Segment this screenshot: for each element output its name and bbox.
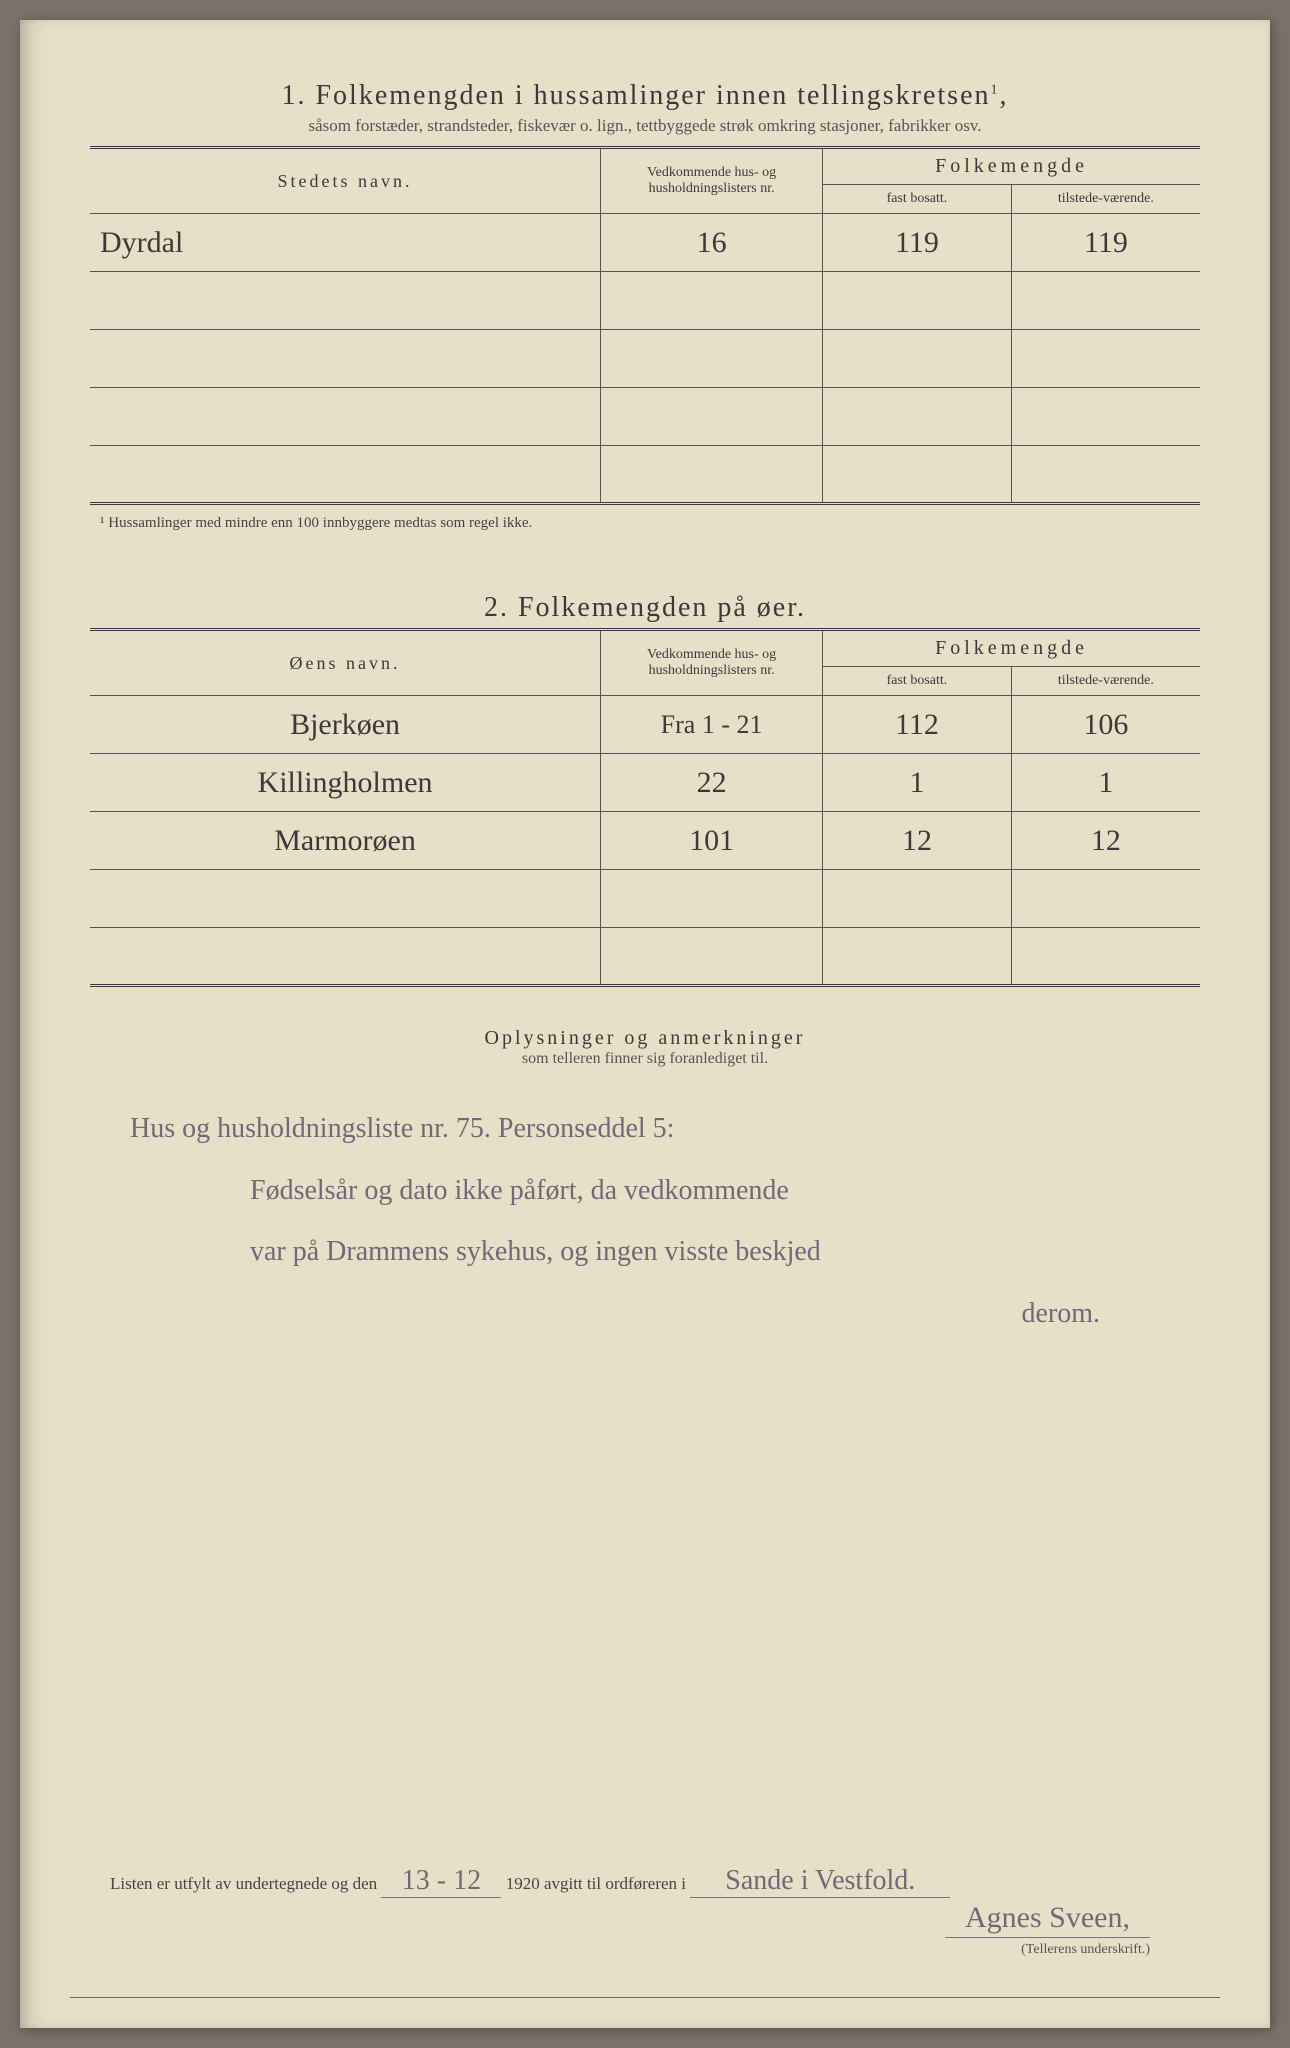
notes-body: Hus og husholdningsliste nr. 75. Persons… xyxy=(90,1088,1200,1388)
notes-title: Oplysninger og anmerkninger xyxy=(90,1027,1200,1050)
cell-fast: 1 xyxy=(823,754,1012,812)
cell-til: 119 xyxy=(1011,214,1200,272)
section1-title-text: Folkemengden i hussamlinger innen tellin… xyxy=(315,80,990,111)
signoff-row: Listen er utfylt av undertegnede og den … xyxy=(110,1865,1180,1898)
table-row xyxy=(90,870,1200,928)
table-row xyxy=(90,446,1200,504)
cell-name: Bjerkøen xyxy=(90,696,601,754)
col-til-header: tilstede-værende. xyxy=(1011,667,1200,696)
signature-name: Agnes Sveen, xyxy=(945,1901,1150,1938)
col-folkemengde-header: Folkemengde xyxy=(823,631,1200,667)
cell-name: Dyrdal xyxy=(90,214,601,272)
section2-table: Øens navn. Vedkommende hus- og husholdni… xyxy=(90,631,1200,987)
notes-line: Fødselsår og dato ikke påført, da vedkom… xyxy=(130,1160,1160,1222)
table-row xyxy=(90,928,1200,986)
divider xyxy=(70,1997,1220,1998)
cell-hus: Fra 1 - 21 xyxy=(601,696,823,754)
cell-fast: 119 xyxy=(823,214,1012,272)
notes-subtitle: som telleren finner sig foranlediget til… xyxy=(90,1050,1200,1068)
section2-title: 2. Folkemengden på øer. xyxy=(90,592,1200,624)
col-name-header: Øens navn. xyxy=(90,631,601,696)
signoff-date: 13 - 12 xyxy=(381,1865,501,1898)
notes-line: var på Drammens sykehus, og ingen visste… xyxy=(130,1221,1160,1283)
col-name-header: Stedets navn. xyxy=(90,149,601,214)
notes-line: Hus og husholdningsliste nr. 75. Persons… xyxy=(130,1098,1160,1160)
section1-subtitle: såsom forstæder, strandsteder, fiskevær … xyxy=(90,116,1200,136)
cell-til: 1 xyxy=(1011,754,1200,812)
table-row xyxy=(90,388,1200,446)
table-row: Marmorøen 101 12 12 xyxy=(90,812,1200,870)
signoff-year: 1920 xyxy=(506,1874,540,1893)
col-fast-header: fast bosatt. xyxy=(823,667,1012,696)
cell-name: Marmorøen xyxy=(90,812,601,870)
signature-block: Agnes Sveen, (Tellerens underskrift.) xyxy=(945,1901,1150,1958)
col-fast-header: fast bosatt. xyxy=(823,185,1012,214)
cell-hus: 101 xyxy=(601,812,823,870)
table-row: Bjerkøen Fra 1 - 21 112 106 xyxy=(90,696,1200,754)
signature-caption: (Tellerens underskrift.) xyxy=(945,1942,1150,1958)
document-page: 1. Folkemengden i hussamlinger innen tel… xyxy=(20,20,1270,2028)
cell-fast: 12 xyxy=(823,812,1012,870)
signoff-mid: avgitt til ordføreren i xyxy=(544,1874,686,1893)
signoff-place: Sande i Vestfold. xyxy=(690,1865,950,1898)
cell-til: 106 xyxy=(1011,696,1200,754)
table-row: Dyrdal 16 119 119 xyxy=(90,214,1200,272)
cell-hus: 22 xyxy=(601,754,823,812)
section1-sup: 1 xyxy=(991,83,1000,98)
col-hus-header: Vedkommende hus- og husholdningslisters … xyxy=(601,631,823,696)
cell-hus: 16 xyxy=(601,214,823,272)
table-row xyxy=(90,330,1200,388)
table-row: Killingholmen 22 1 1 xyxy=(90,754,1200,812)
cell-name: Killingholmen xyxy=(90,754,601,812)
cell-fast: 112 xyxy=(823,696,1012,754)
section1-footnote: ¹ Hussamlinger med mindre enn 100 innbyg… xyxy=(100,515,1200,532)
section2-title-text: Folkemengden på øer. xyxy=(518,592,806,623)
notes-line: derom. xyxy=(130,1283,1160,1345)
signoff-prefix: Listen er utfylt av undertegnede og den xyxy=(110,1874,377,1893)
col-hus-header: Vedkommende hus- og husholdningslisters … xyxy=(601,149,823,214)
section1-table: Stedets navn. Vedkommende hus- og hushol… xyxy=(90,149,1200,505)
section1-number: 1. xyxy=(281,80,306,111)
section2-number: 2. xyxy=(484,592,509,623)
col-folkemengde-header: Folkemengde xyxy=(823,149,1200,185)
col-til-header: tilstede-værende. xyxy=(1011,185,1200,214)
section1-title: 1. Folkemengden i hussamlinger innen tel… xyxy=(90,80,1200,112)
table-row xyxy=(90,272,1200,330)
cell-til: 12 xyxy=(1011,812,1200,870)
